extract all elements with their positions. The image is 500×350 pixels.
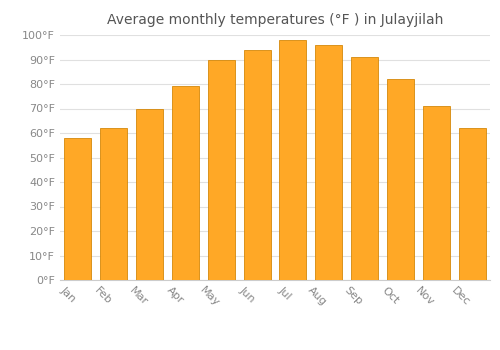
Bar — [280, 40, 306, 280]
Bar — [100, 128, 127, 280]
Bar — [387, 79, 414, 280]
Bar — [351, 57, 378, 280]
Title: Average monthly temperatures (°F ) in Julayjilah: Average monthly temperatures (°F ) in Ju… — [107, 13, 443, 27]
Bar — [316, 45, 342, 280]
Bar — [172, 86, 199, 280]
Bar — [208, 60, 234, 280]
Bar — [423, 106, 450, 280]
Bar — [136, 108, 163, 280]
Bar — [244, 50, 270, 280]
Bar — [458, 128, 485, 280]
Bar — [64, 138, 92, 280]
